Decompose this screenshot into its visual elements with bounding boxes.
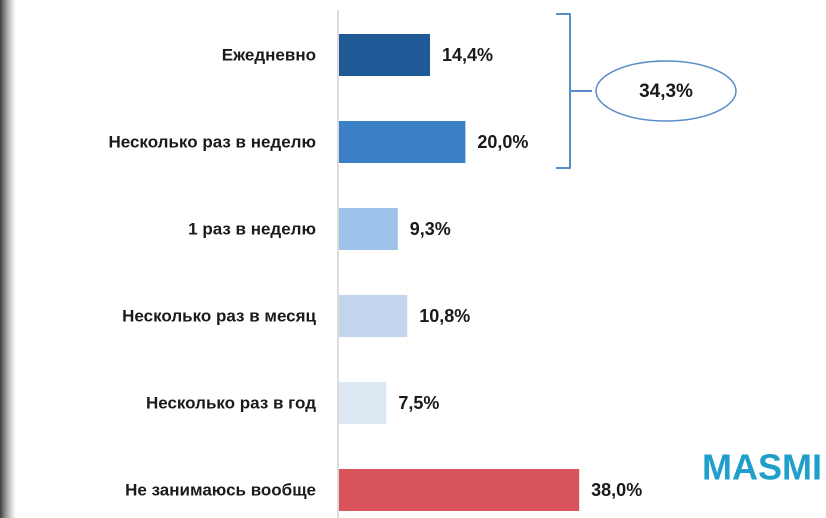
category-label: Несколько раз в год — [146, 393, 316, 412]
bar — [339, 208, 398, 250]
bar — [339, 34, 430, 76]
bar — [339, 121, 465, 163]
value-label: 10,8% — [419, 306, 470, 326]
category-label: Несколько раз в месяц — [122, 306, 316, 325]
background-strip — [0, 0, 16, 518]
value-label: 14,4% — [442, 45, 493, 65]
value-label: 38,0% — [591, 480, 642, 500]
logo: MASMI — [702, 447, 822, 488]
bar — [339, 382, 386, 424]
bar — [339, 469, 579, 511]
group-bracket — [556, 14, 592, 168]
annotation: 34,3% — [639, 81, 693, 102]
category-label: Не занимаюсь вообще — [125, 480, 316, 499]
chart: 34,3% MASMI Ежедневно 14,4% Несколько раз … — [0, 0, 826, 518]
value-label: 7,5% — [398, 393, 439, 413]
category-label: 1 раз в неделю — [188, 219, 316, 238]
category-label: Несколько раз в неделю — [108, 132, 316, 151]
value-label: 20,0% — [477, 132, 528, 152]
category-label: Ежедневно — [222, 45, 316, 64]
bar — [339, 295, 407, 337]
value-label: 9,3% — [410, 219, 451, 239]
